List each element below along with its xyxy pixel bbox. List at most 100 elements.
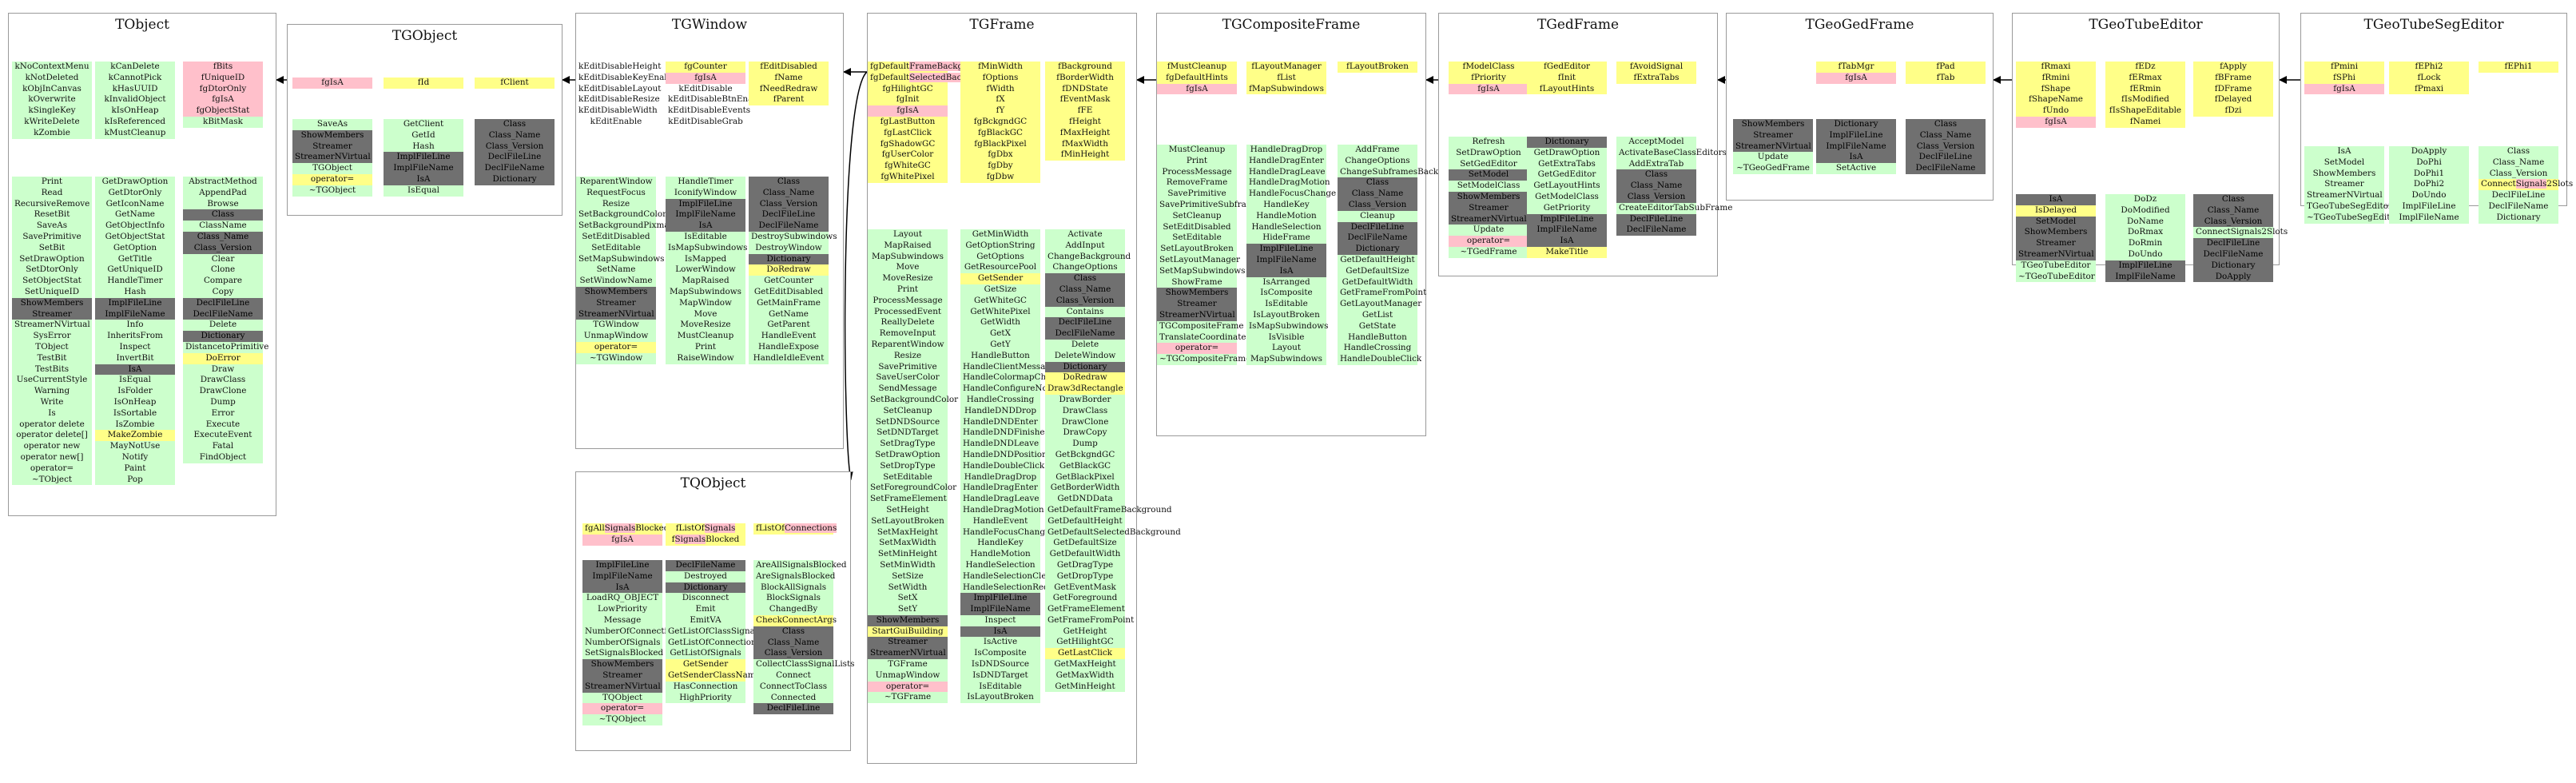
member-fedz: fEDz xyxy=(2105,62,2185,73)
member-operator: operator= xyxy=(868,681,948,693)
member-cleanup: Cleanup xyxy=(1338,210,1417,222)
member-streamer: Streamer xyxy=(12,308,92,320)
member-declfilename: DeclFileName xyxy=(2193,248,2273,260)
member-getwidth: GetWidth xyxy=(960,317,1040,329)
member-handleselection: HandleSelection xyxy=(1246,221,1326,233)
member-column: Activate AddInput ChangeBackground ChangeOp… xyxy=(1045,229,1181,693)
member-fundo: fUndo xyxy=(2016,105,2096,117)
member-streamer: Streamer xyxy=(1449,202,1529,214)
member-fbframe: fBFrame xyxy=(2193,72,2273,84)
member-declfileline: DeclFileLine xyxy=(1338,221,1417,233)
member-fgisa: fgIsA xyxy=(2304,83,2384,95)
member-getsize: GetSize xyxy=(960,284,1040,296)
member-name-prefix: f xyxy=(671,534,675,544)
member-column: ImplFileLine ImplFileName IsA LoadRQ_OBJECT… xyxy=(582,560,682,725)
member-sendmessage: SendMessage xyxy=(868,384,948,395)
member-column: fgAllSignalsBlockedfgAllSignalsBlockedfg… xyxy=(582,523,669,546)
member-column: Print Read RecursiveRemove ResetBit SaveAs Sa… xyxy=(12,177,92,486)
member-class-version: Class_Version xyxy=(183,242,263,254)
member-getlayoutmanager: GetLayoutManager xyxy=(1338,299,1421,310)
member-doerror: DoError xyxy=(183,352,263,364)
member-dictionary: Dictionary xyxy=(749,253,829,265)
member-doapply: DoApply xyxy=(2193,271,2273,283)
member-isa: IsA xyxy=(1246,265,1326,277)
class-box-tgcompositeframe: TGCompositeFrame fMustCleanup fgDefaultHin… xyxy=(1156,13,1469,436)
member-streamer: Streamer xyxy=(576,297,656,309)
member-column: Class Class_Name Class_Version DeclFileLine… xyxy=(1906,119,1986,174)
member-maketitle: MakeTitle xyxy=(1527,246,1607,258)
member-executeevent: ExecuteEvent xyxy=(183,430,263,442)
member-name-prefix: fgDefault xyxy=(870,62,910,71)
class-title: TObject xyxy=(115,17,169,33)
member-deletewindow: DeleteWindow xyxy=(1045,350,1125,362)
member-translatecoordinates: TranslateCoordinates xyxy=(1157,332,1250,344)
member-clone: Clone xyxy=(183,264,263,276)
member-dictionary: Dictionary xyxy=(666,582,745,594)
member-destroyed: Destroyed xyxy=(666,570,745,582)
member-column: fModelClass fPriority fgIsA xyxy=(1449,62,1529,95)
member-streamernvirtual: StreamerNVirtual xyxy=(292,152,372,164)
member-drawclone: DrawClone xyxy=(183,386,263,397)
member-addextratab: AddExtraTab xyxy=(1616,158,1696,170)
member-getsender: GetSender xyxy=(666,659,745,670)
member-update: Update xyxy=(1449,225,1529,236)
member-getlistofconnections: GetListOfConnections xyxy=(666,637,761,649)
member-column: fListOfSignalsfListOfSignalsfSignalsBloc… xyxy=(666,523,745,546)
member-showframe: ShowFrame xyxy=(1157,276,1237,288)
member-dophi2: DoPhi2 xyxy=(2389,179,2469,191)
member-column: fEDz fERmax fERmin fIsModified fIsShapeEdita… xyxy=(2105,62,2185,128)
member-operator: operator= xyxy=(1157,343,1237,355)
member-class-name: Class_Name xyxy=(2193,205,2273,217)
member-implfilename: ImplFileName xyxy=(666,209,745,221)
member-tqobject: ~TQObject xyxy=(582,714,662,725)
member-setobjectstat: SetObjectStat xyxy=(12,276,92,287)
member-handlecrossing: HandleCrossing xyxy=(960,394,1040,406)
member-drawborder: DrawBorder xyxy=(1045,394,1125,406)
member-fapply: fApply xyxy=(2193,62,2273,73)
member-getid: GetId xyxy=(384,129,463,141)
member-handleconfigurenotify: HandleConfigureNotify xyxy=(960,384,1061,395)
member-fgobjectstat: fgObjectStat xyxy=(183,105,263,117)
member-isactive: IsActive xyxy=(960,637,1040,649)
member-disconnect: Disconnect xyxy=(666,593,745,605)
member-class: Class xyxy=(183,209,263,221)
member-class-version: Class_Version xyxy=(1616,191,1696,203)
member-fgusercolor: fgUserColor xyxy=(868,149,948,161)
member-showmembers: ShowMembers xyxy=(292,129,372,141)
member-saveprimitive: SavePrimitive xyxy=(12,231,92,243)
member-fneedredraw: fNeedRedraw xyxy=(749,83,829,95)
member-addframe: AddFrame xyxy=(1338,145,1417,156)
member-setframeelement: SetFrameElement xyxy=(868,494,948,505)
member-error: Error xyxy=(183,407,263,419)
member-getminheight: GetMinHeight xyxy=(1045,681,1125,693)
member-column: kNoContextMenu kNotDeleted kObjInCanvas kOv… xyxy=(12,62,92,139)
member-class-name: Class_Name xyxy=(749,187,829,199)
member-setsignalsblocked: SetSignalsBlocked xyxy=(582,648,663,660)
member-processmessage: ProcessMessage xyxy=(1157,166,1237,178)
member-column: HandleTimer IconifyWindow ImplFileLine Impl… xyxy=(666,177,747,364)
member-setdragtype: SetDragType xyxy=(868,439,948,450)
member-getdefaultheight: GetDefaultHeight xyxy=(1045,515,1125,527)
member-getbckgndgc: GetBckgndGC xyxy=(1045,449,1125,461)
member-inheritsfrom: InheritsFrom xyxy=(95,331,175,342)
member-fbackground: fBackground xyxy=(1045,62,1125,73)
member-fid: fId xyxy=(384,78,463,89)
member-print: Print xyxy=(1157,155,1237,167)
member-getpriority: GetPriority xyxy=(1527,202,1607,214)
member-handlecrossing: HandleCrossing xyxy=(1338,343,1417,355)
member-column: fLayoutBroken xyxy=(1338,62,1417,73)
member-mustcleanup: MustCleanup xyxy=(1157,145,1237,156)
member-isarranged: IsArranged xyxy=(1246,276,1326,288)
member-connectsignals2slots: ConnectSignals2SlotsConnectSignals2Slots xyxy=(2479,179,2573,191)
member-getframeelement: GetFrameElement xyxy=(1045,604,1125,615)
member-getlastclick: GetLastClick xyxy=(1045,648,1125,660)
member-seteditable: SetEditable xyxy=(576,242,656,254)
member-streamer: Streamer xyxy=(1733,129,1813,141)
class-title: TGFrame xyxy=(969,17,1035,33)
member-column: fBackground fBorderWidth fDNDState fEventMa… xyxy=(1045,62,1125,161)
member-column: DeclFileName Destroyed Dictionary Disconnec… xyxy=(666,560,762,704)
member-setdroptype: SetDropType xyxy=(868,460,948,472)
member-fgdefaultselectedbackground: fgDefaultSelectedBackgroundfgDefaultSele… xyxy=(868,72,997,84)
member-setbackgroundcolor: SetBackgroundColor xyxy=(576,209,666,221)
member-fdndstate: fDNDState xyxy=(1045,83,1125,95)
